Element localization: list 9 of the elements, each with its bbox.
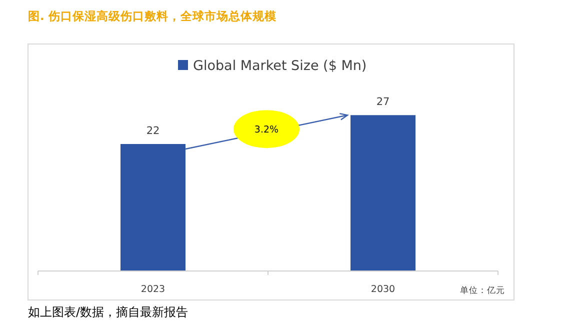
text: 单位：亿元 xyxy=(460,285,505,296)
x-tick-label: 2023 xyxy=(140,284,166,295)
x-tick-label: 2030 xyxy=(370,284,396,295)
data-label: 27 xyxy=(376,96,390,108)
text: 如上图表/数据，摘自最新报告 xyxy=(28,305,188,319)
data-label: 22 xyxy=(146,125,160,137)
legend-label: Global Market Size ($ Mn) xyxy=(193,58,367,74)
annotation: 3.2% xyxy=(254,124,279,136)
chart-title: 图. 伤口保湿高级伤口敷料，全球市场总体规模 xyxy=(28,9,276,23)
